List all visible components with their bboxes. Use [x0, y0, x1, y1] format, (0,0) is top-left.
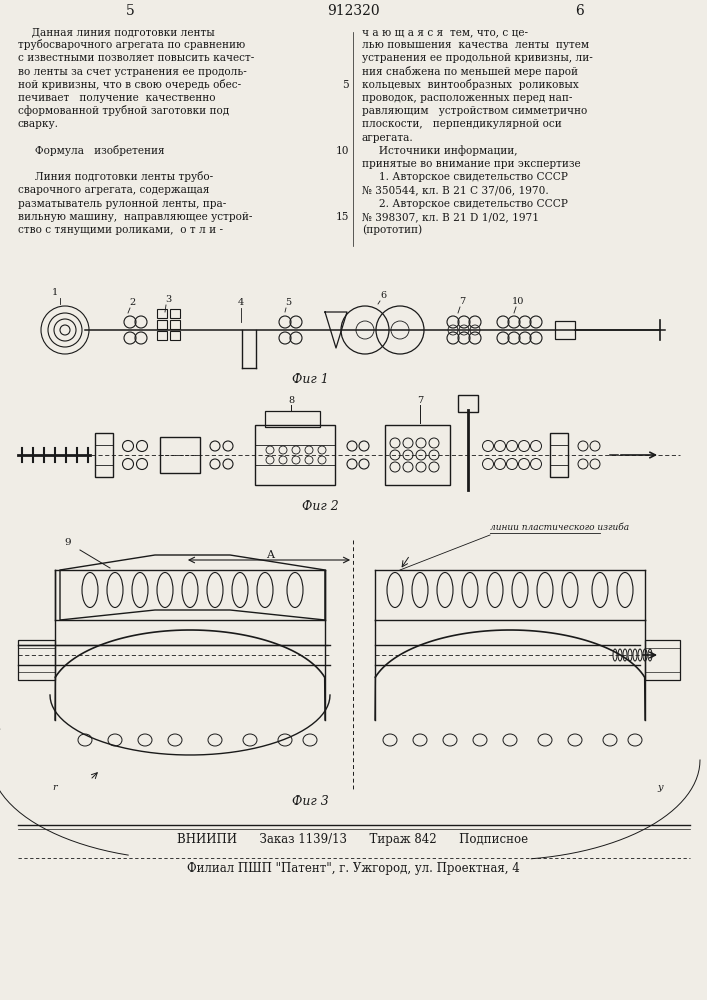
Text: 4: 4	[238, 298, 244, 307]
Text: 15: 15	[336, 212, 349, 222]
Text: 5: 5	[126, 4, 134, 18]
Text: Формула   изобретения: Формула изобретения	[18, 145, 165, 156]
Text: с известными позволяет повысить качест-: с известными позволяет повысить качест-	[18, 53, 255, 63]
Text: 7: 7	[417, 396, 423, 405]
Text: ство с тянущими роликами,  о т л и -: ство с тянущими роликами, о т л и -	[18, 225, 223, 235]
Text: 6: 6	[575, 4, 585, 18]
Bar	[255, 425, 335, 485]
Text: Фиг 1: Фиг 1	[291, 373, 328, 386]
Bar	[95, 433, 113, 477]
Text: № 350544, кл. В 21 С 37/06, 1970.: № 350544, кл. В 21 С 37/06, 1970.	[362, 185, 549, 195]
Text: агрегата.: агрегата.	[362, 133, 414, 143]
Text: проводок, расположенных перед нап-: проводок, расположенных перед нап-	[362, 93, 573, 103]
Text: Фиг 3: Фиг 3	[291, 795, 328, 808]
Text: линии пластического изгиба: линии пластического изгиба	[490, 523, 629, 532]
Bar	[170, 309, 180, 318]
Bar	[170, 320, 180, 329]
Text: 1. Авторское свидетельство СССР: 1. Авторское свидетельство СССР	[362, 172, 568, 182]
Text: вильную машину,  направляющее устрой-: вильную машину, направляющее устрой-	[18, 212, 252, 222]
Text: r: r	[53, 783, 57, 792]
Text: A: A	[266, 550, 274, 560]
Text: 10: 10	[512, 297, 524, 306]
Text: 7: 7	[459, 297, 465, 306]
Text: 9: 9	[64, 538, 71, 547]
Bar	[157, 331, 167, 340]
Text: y: y	[658, 783, 662, 792]
Text: 2. Авторское свидетельство СССР: 2. Авторское свидетельство СССР	[362, 199, 568, 209]
Text: ния снабжена по меньшей мере парой: ния снабжена по меньшей мере парой	[362, 66, 578, 77]
Text: 5: 5	[285, 298, 291, 307]
Bar	[385, 425, 450, 485]
Text: равляющим   устройством симметрично: равляющим устройством симметрично	[362, 106, 588, 116]
Text: 8: 8	[288, 396, 294, 405]
Text: Данная линия подготовки ленты: Данная линия подготовки ленты	[18, 27, 215, 37]
Text: 912320: 912320	[327, 4, 380, 18]
Text: Линия подготовки ленты трубо-: Линия подготовки ленты трубо-	[18, 171, 213, 182]
Text: 2: 2	[130, 298, 136, 307]
Text: 10: 10	[336, 146, 349, 156]
Text: разматыватель рулонной ленты, пра-: разматыватель рулонной ленты, пра-	[18, 199, 226, 209]
Text: сформованной трубной заготовки под: сформованной трубной заготовки под	[18, 105, 229, 116]
Text: принятые во внимание при экспертизе: принятые во внимание при экспертизе	[362, 159, 580, 169]
Bar	[160, 437, 200, 473]
Text: во ленты за счет устранения ее продоль-: во ленты за счет устранения ее продоль-	[18, 67, 247, 77]
Text: трубосварочного агрегата по сравнению: трубосварочного агрегата по сравнению	[18, 39, 245, 50]
Text: сварку.: сварку.	[18, 119, 59, 129]
Bar	[157, 309, 167, 318]
Text: 5: 5	[342, 80, 349, 90]
Text: устранения ее продольной кривизны, ли-: устранения ее продольной кривизны, ли-	[362, 53, 592, 63]
Text: ной кривизны, что в свою очередь обес-: ной кривизны, что в свою очередь обес-	[18, 79, 241, 90]
Text: печивает   получение  качественно: печивает получение качественно	[18, 93, 216, 103]
Text: плоскости,   перпендикулярной оси: плоскости, перпендикулярной оси	[362, 119, 562, 129]
Text: 1: 1	[52, 288, 58, 297]
Text: лью повышения  качества  ленты  путем: лью повышения качества ленты путем	[362, 40, 589, 50]
Text: Источники информации,: Источники информации,	[362, 145, 518, 156]
Text: ВНИИПИ      Заказ 1139/13      Тираж 842      Подписное: ВНИИПИ Заказ 1139/13 Тираж 842 Подписное	[177, 833, 529, 846]
Text: кольцевых  винтообразных  роликовых: кольцевых винтообразных роликовых	[362, 79, 579, 90]
Bar	[458, 395, 478, 412]
Bar	[550, 433, 568, 477]
Text: Фиг 2: Фиг 2	[302, 500, 339, 513]
Text: (прототип): (прототип)	[362, 224, 422, 235]
Text: 6: 6	[380, 291, 386, 300]
Bar	[265, 411, 320, 427]
Text: Филиал ПШП "Патент", г. Ужгород, ул. Проектная, 4: Филиал ПШП "Патент", г. Ужгород, ул. Про…	[187, 862, 520, 875]
Text: сварочного агрегата, содержащая: сварочного агрегата, содержащая	[18, 185, 209, 195]
Text: ч а ю щ а я с я  тем, что, с це-: ч а ю щ а я с я тем, что, с це-	[362, 27, 528, 37]
Text: 3: 3	[165, 295, 171, 304]
Bar	[157, 320, 167, 329]
Text: № 398307, кл. В 21 D 1/02, 1971: № 398307, кл. В 21 D 1/02, 1971	[362, 212, 539, 222]
Bar	[555, 321, 575, 339]
Bar	[170, 331, 180, 340]
